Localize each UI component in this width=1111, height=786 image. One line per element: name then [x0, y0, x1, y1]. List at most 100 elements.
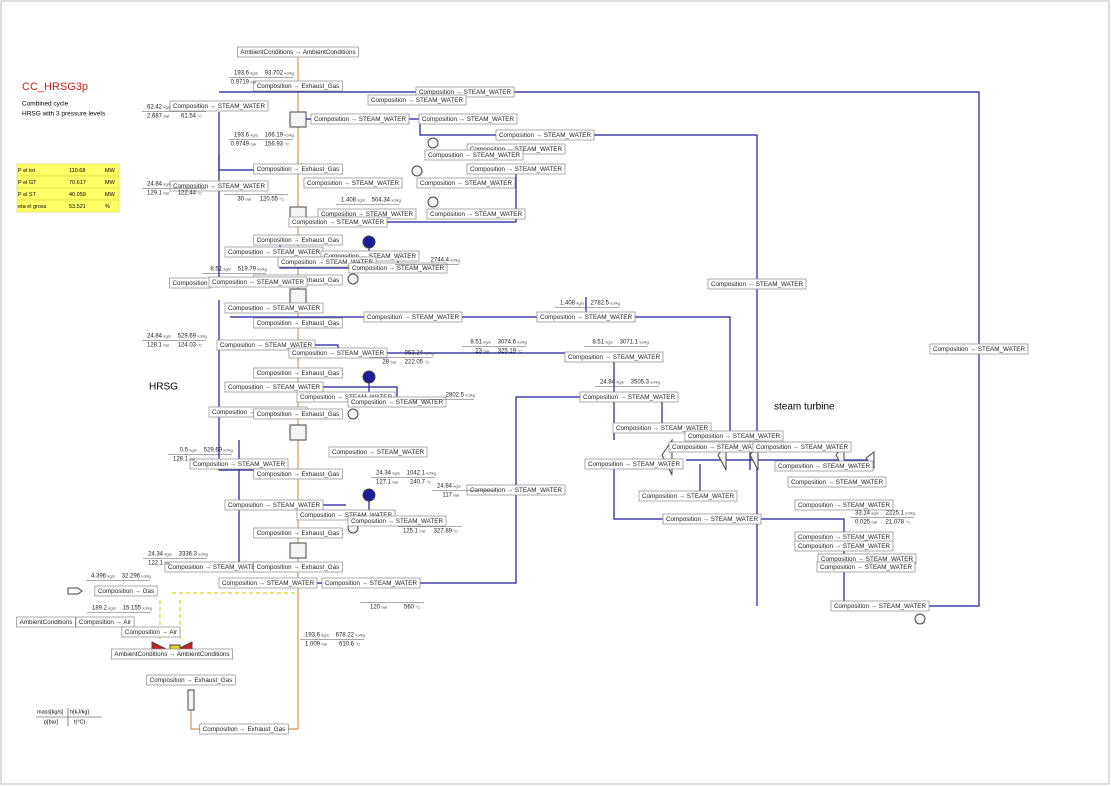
- stream-value: 24.84: [437, 484, 453, 490]
- connector-box: [253, 317, 343, 329]
- stream-unit: kg/s: [484, 340, 491, 345]
- connector-label: Composition → STEAM_WATER: [193, 461, 285, 468]
- connector-label: Composition → Air: [125, 629, 177, 636]
- stream-value: 610.6: [339, 642, 355, 648]
- connector-label: Composition → STEAM_WATER: [228, 384, 320, 391]
- stream-unit: °C: [518, 349, 523, 354]
- connector: Composition → Exhaust_Gas: [199, 723, 289, 735]
- connector-box: [253, 527, 343, 539]
- stream-value: 120: [370, 605, 381, 611]
- connector: Composition → Exhaust_Gas: [253, 367, 343, 379]
- stream-unit: kg/s: [251, 133, 258, 138]
- stream-unit: bar: [251, 142, 257, 147]
- connector: Composition → Exhaust_Gas: [253, 234, 343, 246]
- stream-unit: kJ/kg: [142, 574, 151, 579]
- stream-unit: bar: [164, 114, 170, 119]
- connector-label: Composition → STEAM_WATER: [470, 166, 562, 173]
- connector-box: [111, 648, 233, 660]
- connector-box: [929, 343, 1029, 355]
- connector-label: Composition → STEAM_WATER: [672, 444, 764, 451]
- connector: Composition → STEAM_WATER: [367, 94, 467, 106]
- stream-value: 8.51: [210, 267, 222, 273]
- stream-value: 1042.1: [407, 471, 426, 477]
- connector: Composition → Exhaust_Gas: [253, 163, 343, 175]
- stream-unit: °C: [425, 360, 430, 365]
- table-cell: P el GT: [18, 180, 37, 186]
- connector-label: Composition → STEAM_WATER: [325, 580, 417, 587]
- subtitle: Combined cycle: [22, 101, 69, 108]
- connector-box: [638, 490, 738, 502]
- connector-box: [224, 302, 324, 314]
- connector: Composition → STEAM_WATER: [310, 113, 410, 125]
- table-cell: 53.521: [69, 204, 86, 210]
- connector: Composition → STEAM_WATER: [208, 276, 308, 288]
- table-cell: MW: [105, 192, 116, 198]
- connector: Composition → Air: [75, 616, 135, 628]
- stream-value: 4.396: [91, 574, 107, 580]
- stream-value: 24.84: [147, 182, 163, 188]
- stream-value: 529.69: [178, 334, 197, 340]
- legend-box: [36, 708, 102, 726]
- stream-unit: kJ/kg: [356, 633, 365, 638]
- stream-unit: kg/s: [393, 471, 400, 476]
- connector: Composition → STEAM_WATER: [466, 484, 566, 496]
- stream-value: 15.155: [123, 606, 142, 612]
- stream-value: 193.6: [234, 71, 250, 77]
- connector: Composition → STEAM_WATER: [774, 460, 874, 472]
- connector-box: [288, 216, 388, 228]
- connector: Composition → STEAM_WATER: [189, 458, 289, 470]
- connector-label: Composition → STEAM_WATER: [300, 394, 392, 401]
- stream-unit: kJ/kg: [285, 133, 294, 138]
- stream-unit: kg/s: [606, 340, 613, 345]
- stream-unit: kg/s: [322, 633, 329, 638]
- stream-value: 122.44: [178, 191, 197, 197]
- connector-label: AmbientConditions → AmbientConditions: [114, 651, 229, 658]
- connector-label: Composition → STEAM_WATER: [834, 603, 926, 610]
- stream-value: 529.69: [204, 448, 223, 454]
- connector-box: [321, 577, 421, 589]
- stream-value: 0.9719: [231, 80, 250, 86]
- legend-text: p[bar]: [44, 719, 59, 725]
- connector-label: Composition → STEAM_WATER: [332, 449, 424, 456]
- stream-value: 24.84: [600, 380, 616, 386]
- connector: Composition → STEAM_WATER: [363, 311, 463, 323]
- connector-box: [348, 262, 448, 274]
- stream-value: 28: [382, 360, 389, 366]
- connector-label: Composition → STEAM_WATER: [228, 502, 320, 509]
- connector: Composition → Exhaust_Gas: [253, 317, 343, 329]
- connector-box: [579, 391, 679, 403]
- connector-label: Composition → STEAM_WATER: [642, 493, 734, 500]
- connector-label: Composition: [173, 280, 208, 287]
- connector-box: [169, 100, 269, 112]
- connector-label: Composition → STEAM_WATER: [422, 116, 514, 123]
- connector-label: Composition → STEAM_WATER: [756, 444, 848, 451]
- connector-label: Composition → STEAM_WATER: [307, 180, 399, 187]
- table-cell: P el tot: [18, 168, 35, 174]
- stream-unit: bar: [190, 457, 196, 462]
- stream-unit: kJ/kg: [451, 258, 460, 263]
- connector-label: Composition → STEAM_WATER: [711, 281, 803, 288]
- connector: Composition: [169, 277, 211, 289]
- connector-box: [347, 396, 447, 408]
- connector-label: Composition → STEAM_WATER: [281, 259, 373, 266]
- connector-label: Composition → Air: [79, 619, 131, 626]
- stream-unit: kg/s: [454, 484, 461, 489]
- stream-unit: kJ/kg: [518, 340, 527, 345]
- connector-box: [466, 484, 566, 496]
- connector-label: Composition → STEAM_WATER: [420, 180, 512, 187]
- stream-unit: kg/s: [108, 574, 115, 579]
- stream-value: 3074.6: [498, 340, 517, 346]
- connector-box: [774, 460, 874, 472]
- stream-unit: bar: [164, 191, 170, 196]
- connector: Composition → STEAM_WATER: [347, 515, 447, 527]
- connector: Composition → STEAM_WATER: [638, 490, 738, 502]
- connector-box: [75, 616, 135, 628]
- stream-value: 1.009: [305, 642, 321, 648]
- connector-label: Composition → STEAM_WATER: [430, 211, 522, 218]
- stream-value: 21.078: [886, 520, 905, 526]
- stream-unit: kg/s: [190, 448, 197, 453]
- section-label: steam turbine: [774, 402, 835, 413]
- connector-label: Composition → STEAM_WATER: [321, 211, 413, 218]
- stream-value: 1.408: [341, 198, 357, 204]
